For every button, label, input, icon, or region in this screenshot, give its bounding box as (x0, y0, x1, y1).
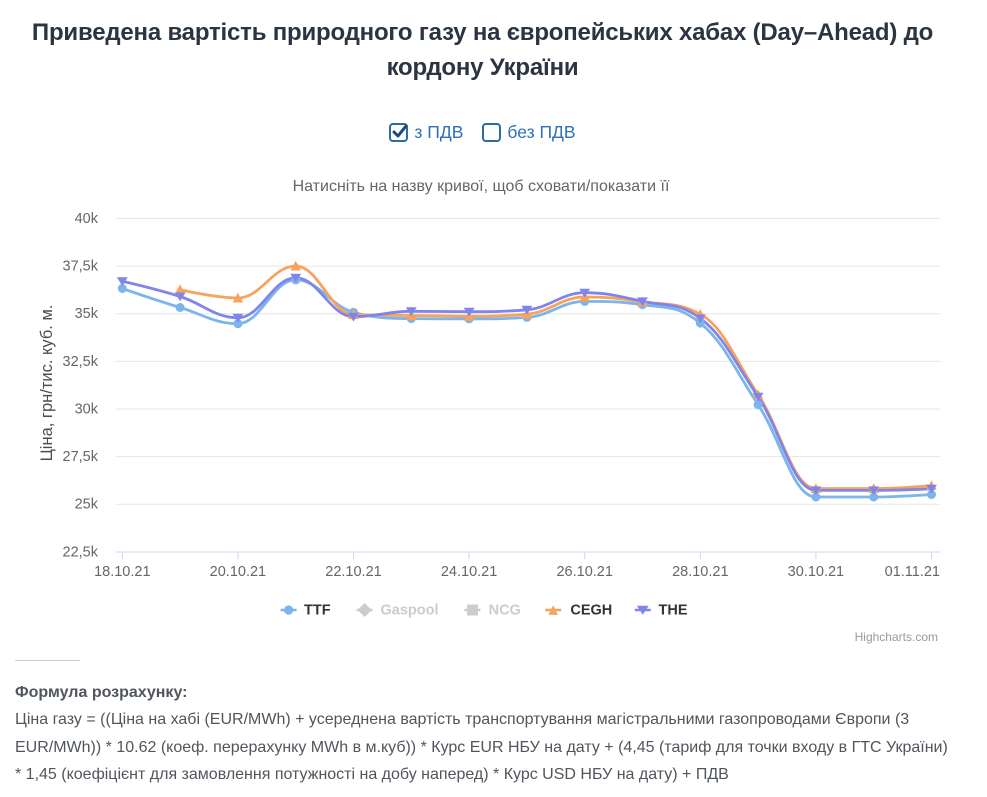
svg-text:01.11.21: 01.11.21 (885, 564, 940, 580)
svg-text:30k: 30k (75, 402, 99, 418)
svg-text:Ціна, грн/тис. куб. м.: Ціна, грн/тис. куб. м. (38, 305, 56, 462)
svg-text:35k: 35k (75, 306, 99, 322)
svg-text:TTF: TTF (304, 603, 331, 619)
svg-text:40k: 40k (75, 211, 99, 227)
svg-text:27,5k: 27,5k (63, 449, 99, 465)
svg-text:NCG: NCG (489, 603, 521, 619)
svg-text:Highcharts.com: Highcharts.com (855, 630, 938, 644)
svg-text:CEGH: CEGH (570, 603, 612, 619)
svg-text:22,5k: 22,5k (63, 544, 99, 560)
svg-text:25k: 25k (75, 497, 99, 513)
svg-text:28.10.21: 28.10.21 (672, 564, 728, 580)
svg-text:22.10.21: 22.10.21 (325, 564, 381, 580)
svg-text:24.10.21: 24.10.21 (441, 564, 497, 580)
svg-text:Gaspool: Gaspool (381, 603, 439, 619)
svg-text:26.10.21: 26.10.21 (556, 564, 612, 580)
svg-text:THE: THE (659, 603, 688, 619)
svg-text:37,5k: 37,5k (63, 259, 99, 275)
svg-text:20.10.21: 20.10.21 (210, 564, 266, 580)
svg-text:32,5k: 32,5k (63, 354, 99, 370)
svg-text:30.10.21: 30.10.21 (788, 564, 844, 580)
svg-text:18.10.21: 18.10.21 (94, 564, 150, 580)
